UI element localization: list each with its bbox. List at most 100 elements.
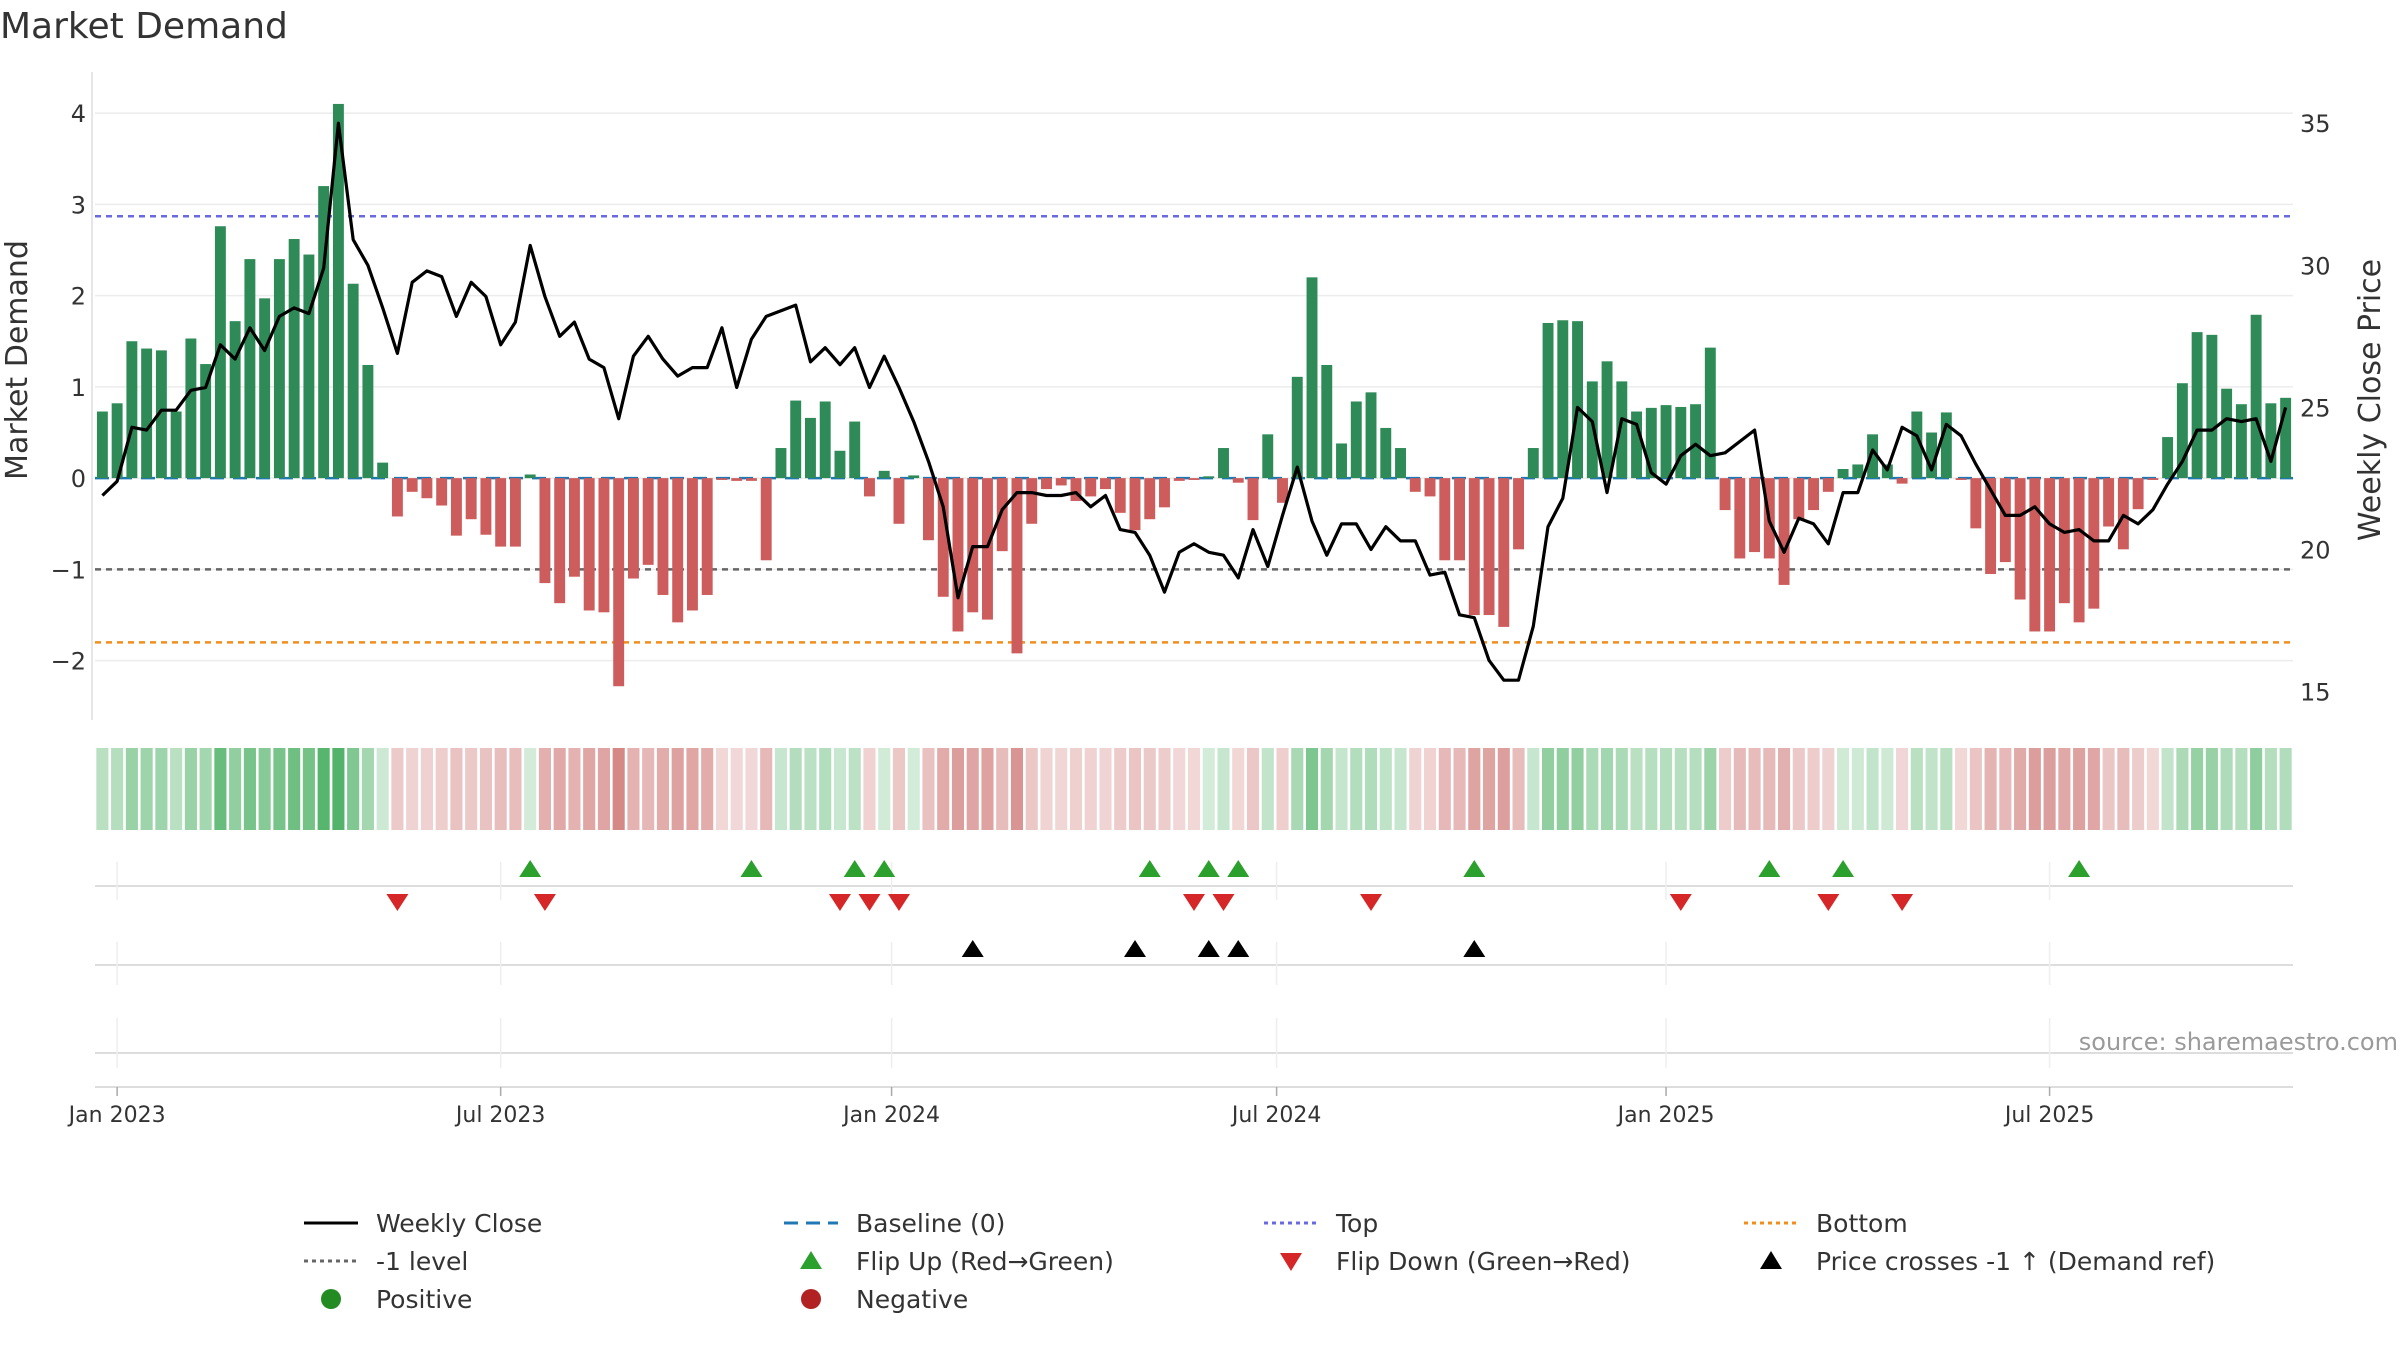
x-tick-label: Jul 2023 <box>454 1103 546 1128</box>
demand-bar <box>1601 361 1613 479</box>
intensity-cell <box>1232 748 1245 830</box>
demand-bar <box>1306 277 1318 479</box>
demand-bar <box>1291 376 1303 479</box>
y-tick-label-right: 35 <box>2300 110 2331 138</box>
demand-bar <box>318 186 330 479</box>
intensity-cell <box>1851 748 1864 830</box>
demand-bar <box>1454 478 1465 561</box>
y-axis-label-right: Weekly Close Price <box>2353 259 2388 541</box>
demand-bar <box>1498 478 1510 627</box>
demand-bar <box>1645 407 1657 479</box>
intensity-cell <box>2161 748 2174 830</box>
demand-bar <box>2176 383 2188 479</box>
demand-bar <box>1085 478 1097 497</box>
demand-bar <box>672 478 684 623</box>
cross-up-marker <box>1197 940 1220 957</box>
x-tick-label: Jul 2024 <box>1230 1103 1322 1128</box>
intensity-cell <box>1660 748 1673 830</box>
demand-bar <box>878 470 890 479</box>
intensity-cell <box>1778 748 1791 830</box>
intensity-cell <box>878 748 891 830</box>
intensity-cell <box>1822 748 1835 830</box>
demand-bar <box>834 450 846 479</box>
demand-bar <box>2206 334 2218 479</box>
intensity-cell <box>1173 748 1186 830</box>
intensity-cell <box>1291 748 1304 830</box>
demand-bar <box>509 478 521 547</box>
intensity-cell <box>833 748 847 830</box>
demand-bar <box>642 478 654 565</box>
intensity-cell <box>996 748 1009 830</box>
demand-bar <box>2014 478 2026 600</box>
intensity-cell <box>2132 748 2145 830</box>
intensity-cell <box>184 748 197 830</box>
intensity-cell <box>892 748 906 830</box>
demand-bar <box>2088 478 2100 609</box>
intensity-cell <box>1896 748 1909 830</box>
intensity-cell <box>583 748 596 830</box>
flip-down-marker <box>1817 894 1840 911</box>
demand-bar <box>2280 397 2292 479</box>
legend-item-baseline: Baseline (0) <box>780 1205 1005 1241</box>
demand-bar <box>170 411 182 479</box>
demand-bar <box>1277 478 1288 503</box>
demand-bar <box>1100 478 1111 490</box>
intensity-cell <box>1586 748 1599 830</box>
demand-bar <box>1999 478 2011 563</box>
intensity-cell <box>1128 748 1142 830</box>
intensity-cell <box>538 748 551 830</box>
intensity-cell <box>1925 748 1938 830</box>
intensity-cell <box>1364 748 1378 830</box>
demand-bar <box>1159 478 1170 508</box>
demand-bar <box>2029 478 2041 632</box>
intensity-cell <box>2220 748 2233 830</box>
legend-swatch-cross <box>1740 1243 1802 1279</box>
intensity-cell <box>760 748 773 830</box>
x-tick-label: Jul 2025 <box>2003 1103 2095 1128</box>
demand-bar <box>421 478 433 499</box>
intensity-cell <box>1099 748 1112 830</box>
y-tick-label-left: −2 <box>51 648 86 676</box>
demand-bar <box>701 478 713 595</box>
intensity-cell <box>1350 748 1363 830</box>
legend-item-bottom: Bottom <box>1740 1205 1908 1241</box>
demand-bar <box>1793 478 1805 520</box>
intensity-cell <box>1453 748 1466 830</box>
demand-bar <box>1468 478 1480 616</box>
demand-bar <box>982 478 993 620</box>
intensity-cell <box>774 748 788 830</box>
intensity-cell <box>1025 748 1038 830</box>
demand-bar <box>923 478 934 541</box>
intensity-cell <box>1689 748 1702 830</box>
demand-bar <box>2265 403 2277 479</box>
intensity-cell <box>715 748 728 830</box>
intensity-cell <box>2058 748 2071 830</box>
legend-label: Bottom <box>1816 1208 1908 1238</box>
legend-swatch-positive <box>300 1281 362 1317</box>
demand-bar <box>200 364 212 479</box>
legend-swatch-negative <box>780 1281 842 1317</box>
intensity-cell <box>1984 748 1997 830</box>
legend-label: Price crosses -1 ↑ (Demand ref) <box>1816 1246 2216 1276</box>
flip-down-marker <box>1669 894 1692 911</box>
x-ticks: Jan 2023 Jul 2023 Jan 2024 Jul 2024 Jan 2025… <box>67 1103 2095 1128</box>
demand-bar <box>1867 434 1879 479</box>
intensity-cell <box>2043 748 2056 830</box>
intensity-cell <box>1541 748 1555 830</box>
flip-up-marker <box>1758 860 1781 877</box>
demand-bar <box>539 478 551 584</box>
demand-bar <box>2235 404 2247 479</box>
demand-bar <box>1247 478 1259 521</box>
flip-up-marker <box>843 860 866 877</box>
intensity-cell <box>1792 748 1805 830</box>
intensity-cell <box>406 748 419 830</box>
demand-bar <box>893 478 905 524</box>
intensity-cell <box>1246 748 1260 830</box>
y-tick-label-left: 1 <box>71 374 86 402</box>
intensity-cell <box>2235 748 2248 830</box>
intensity-cell <box>1379 748 1392 830</box>
intensity-cell <box>1394 748 1407 830</box>
intensity-cell <box>1969 748 1982 830</box>
demand-bar <box>1350 401 1362 479</box>
intensity-cell <box>1999 748 2012 830</box>
